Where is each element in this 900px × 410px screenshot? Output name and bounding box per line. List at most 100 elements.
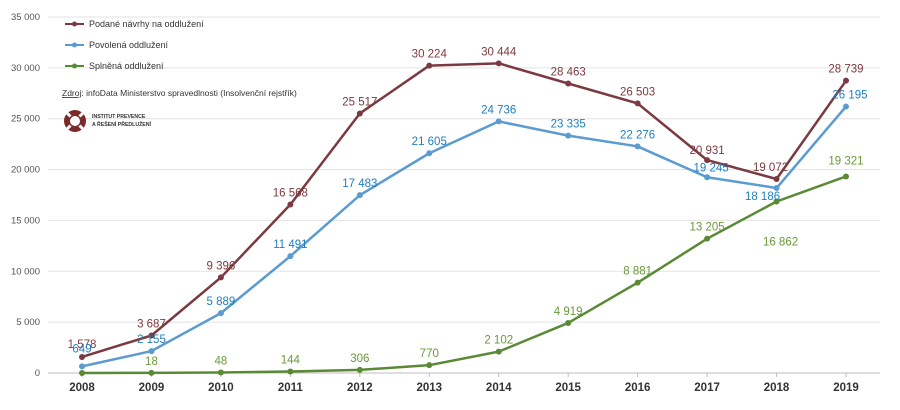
x-tick-label: 2012 [347, 382, 373, 394]
series-line-1 [81, 62, 848, 359]
x-axis-ticks: 2008 2009 2010 2011 2012 2013 2014 2015 2016 2017… [69, 373, 859, 394]
legend-label: Povolená oddlužení [89, 40, 169, 50]
data-label: 26 195 [832, 90, 867, 102]
data-point [843, 173, 849, 180]
legend-label: Podané návrhy na oddlužení [89, 19, 204, 29]
data-label: 22 276 [620, 129, 655, 141]
data-point [843, 103, 849, 110]
data-point [704, 157, 711, 164]
data-label: 649 [72, 343, 91, 355]
data-point [565, 80, 572, 87]
data-point [426, 150, 433, 157]
data-label: 24 736 [481, 104, 516, 116]
data-label: 18 [145, 356, 158, 368]
data-point [704, 174, 711, 181]
data-label: 28 463 [551, 66, 586, 78]
y-tick-label: 15 000 [11, 215, 40, 226]
data-label: 8 881 [623, 266, 652, 278]
x-tick-label: 2011 [278, 382, 304, 394]
x-tick-label: 2009 [139, 382, 165, 394]
source-prefix: Zdroj [62, 88, 81, 98]
y-tick-label: 20 000 [11, 165, 40, 176]
legend-label: Splněná oddlužení [89, 61, 164, 71]
legend-marker [72, 42, 77, 48]
x-tick-label: 2018 [764, 382, 790, 394]
data-point [426, 62, 433, 69]
data-label: 4 919 [554, 306, 583, 318]
logo-line-2: A ŘEŠENÍ PŘEDLUŽENÍ [92, 120, 151, 128]
legend: Podané návrhy na oddlužení Povolená oddlu… [65, 19, 204, 71]
data-point [565, 132, 572, 139]
x-tick-label: 2010 [208, 382, 234, 394]
legend-marker [72, 21, 77, 27]
data-point [148, 332, 155, 339]
data-label: 25 517 [342, 96, 377, 108]
data-point [217, 310, 224, 317]
grid-layer [48, 16, 880, 374]
data-label: 19 245 [693, 162, 728, 174]
data-label: 30 444 [481, 46, 517, 58]
data-point [773, 198, 780, 205]
y-tick-label: 0 [35, 368, 40, 379]
data-point [148, 369, 155, 376]
y-tick-label: 5 000 [16, 317, 40, 328]
data-label: 3 687 [137, 318, 166, 330]
data-label: 28 739 [828, 64, 863, 76]
data-point [495, 348, 502, 355]
data-point [79, 353, 85, 360]
svg-text:Zdroj: infoData Ministerstvo s: Zdroj: infoData Ministerstvo spravedlnos… [62, 88, 297, 98]
data-point [634, 279, 641, 286]
data-label: 9 396 [207, 260, 236, 272]
data-label: 770 [420, 348, 439, 360]
data-label: 18 186 [745, 191, 780, 203]
data-point [217, 369, 224, 376]
data-label: 20 931 [689, 145, 724, 157]
data-label: 26 503 [620, 86, 655, 98]
data-point [495, 118, 502, 125]
data-point [356, 366, 363, 373]
logo-line-1: INSTITUT PREVENCE [92, 114, 146, 120]
data-label: 1 578 [68, 339, 97, 351]
lifebuoy-icon [64, 110, 86, 132]
data-point [79, 363, 85, 370]
source-note: Zdroj: infoData Ministerstvo spravedlnos… [62, 88, 297, 98]
data-label: 11 491 [273, 239, 307, 251]
data-point [704, 235, 711, 242]
x-tick-label: 2017 [694, 382, 720, 394]
data-point [148, 348, 155, 355]
data-point [634, 143, 641, 150]
data-label: 2 102 [484, 335, 513, 347]
institute-logo: INSTITUT PREVENCE A ŘEŠENÍ PŘEDLUŽENÍ [64, 110, 151, 132]
data-label: 16 568 [273, 187, 308, 199]
y-axis-ticks: 0 5 000 10 000 15 000 20 000 25 000 30 000 35 0… [11, 12, 40, 379]
x-tick-label: 2013 [416, 382, 442, 394]
data-label: 306 [350, 353, 369, 365]
data-label: 19 072 [753, 162, 788, 174]
data-label: 21 605 [412, 136, 447, 148]
series-line-3 [81, 175, 847, 375]
data-point [287, 253, 294, 260]
data-label: 144 [281, 355, 301, 367]
legend-marker [72, 63, 77, 69]
data-point [356, 110, 363, 117]
data-label: 16 862 [763, 236, 798, 248]
data-point [356, 192, 363, 199]
data-point [773, 176, 780, 183]
data-label: 23 335 [551, 119, 586, 131]
x-tick-label: 2015 [555, 382, 581, 394]
y-tick-label: 30 000 [11, 63, 40, 74]
x-tick-label: 2019 [833, 382, 859, 394]
source-text: : infoData Ministerstvo spravedlnosti (I… [81, 88, 297, 98]
data-point [217, 274, 224, 281]
data-label: 30 224 [412, 49, 448, 61]
data-label: 13 205 [689, 222, 724, 234]
data-point [565, 319, 572, 326]
data-label: 17 483 [342, 178, 377, 190]
data-point [287, 201, 294, 208]
x-tick-label: 2016 [625, 382, 651, 394]
y-tick-label: 25 000 [11, 114, 40, 125]
data-label: 48 [215, 356, 228, 368]
data-point [426, 362, 433, 369]
data-point [79, 370, 85, 376]
